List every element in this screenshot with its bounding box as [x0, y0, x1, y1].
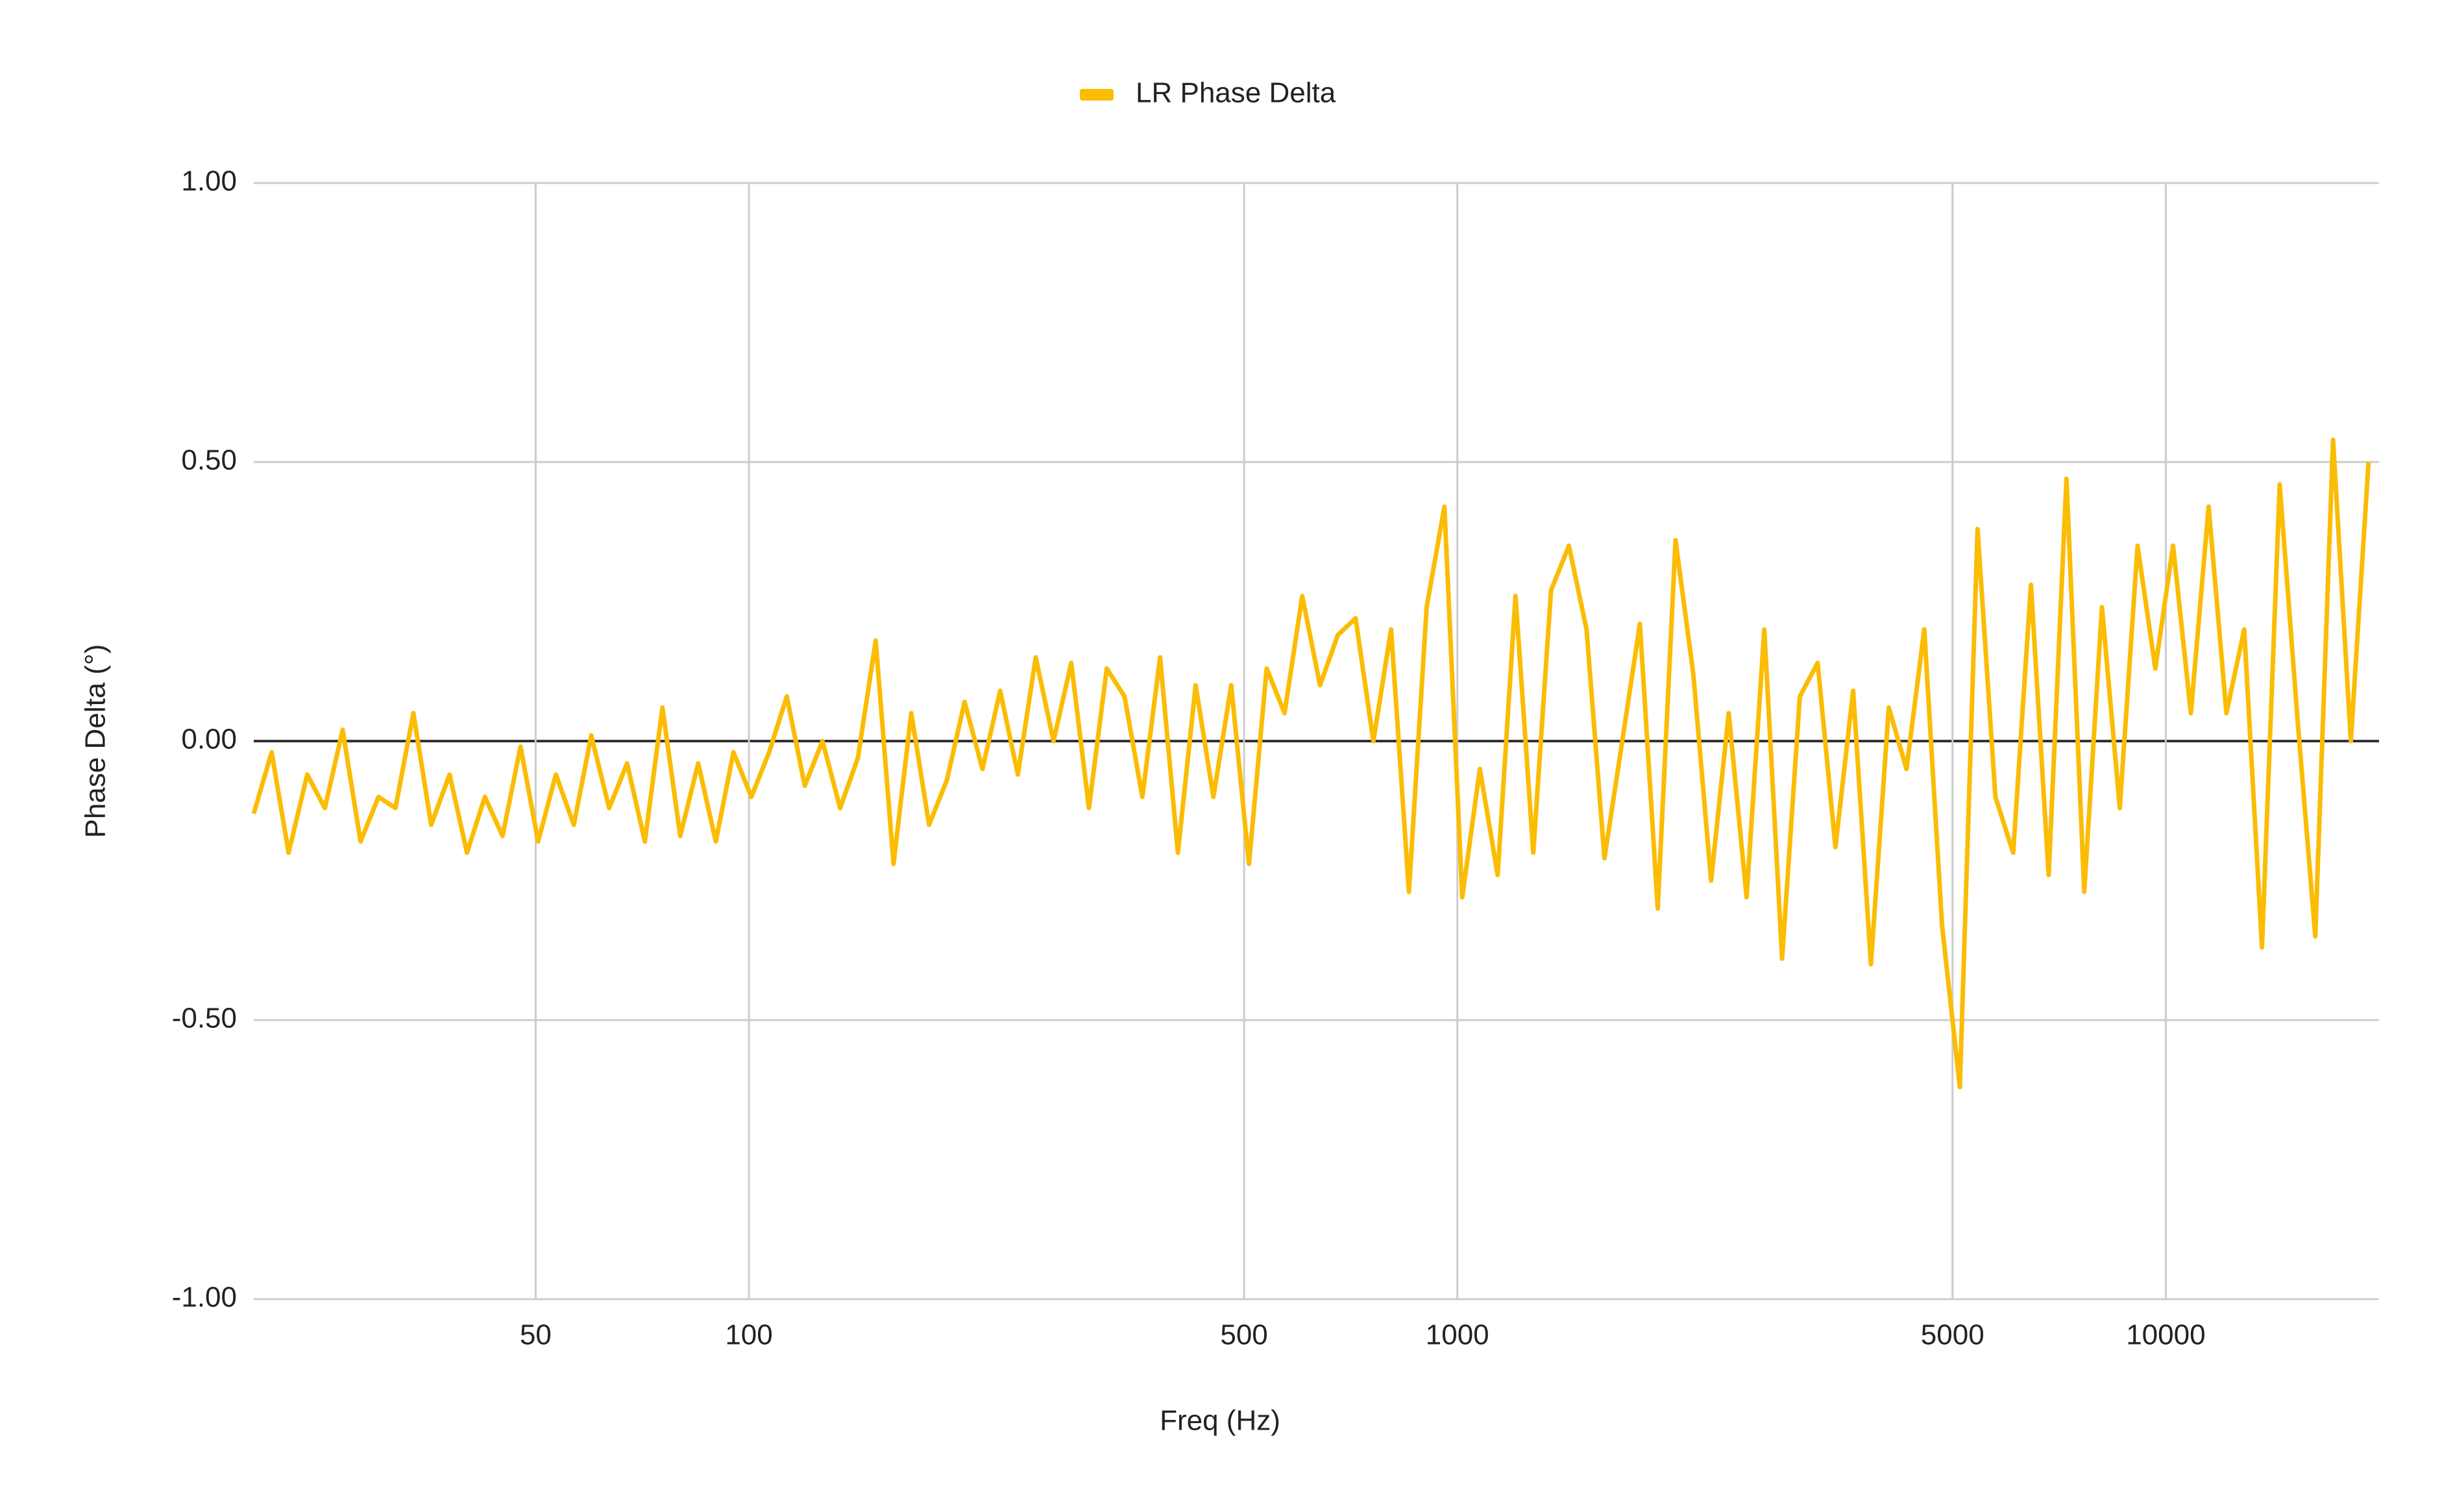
y-tick-label: -0.50	[172, 1003, 237, 1034]
x-tick-label: 10000	[2126, 1319, 2205, 1351]
y-tick-label: -1.00	[172, 1282, 237, 1313]
x-tick-label: 100	[725, 1319, 772, 1351]
x-axis-title: Freq (Hz)	[1160, 1405, 1280, 1437]
y-tick-label: 0.50	[181, 445, 237, 476]
y-tick-label: 0.00	[181, 724, 237, 755]
x-tick-label: 5000	[1921, 1319, 1984, 1351]
data-line	[251, 437, 2371, 1090]
x-tick-label: 1000	[1426, 1319, 1489, 1351]
y-tick-label: 1.00	[181, 165, 237, 197]
legend-label: LR Phase Delta	[1136, 77, 1336, 109]
legend: LR Phase Delta	[1080, 77, 1336, 109]
legend-swatch	[1080, 89, 1114, 101]
x-tick-label: 50	[520, 1319, 552, 1351]
y-axis-title: Phase Delta (°)	[80, 644, 112, 838]
x-tick-label: 500	[1220, 1319, 1267, 1351]
